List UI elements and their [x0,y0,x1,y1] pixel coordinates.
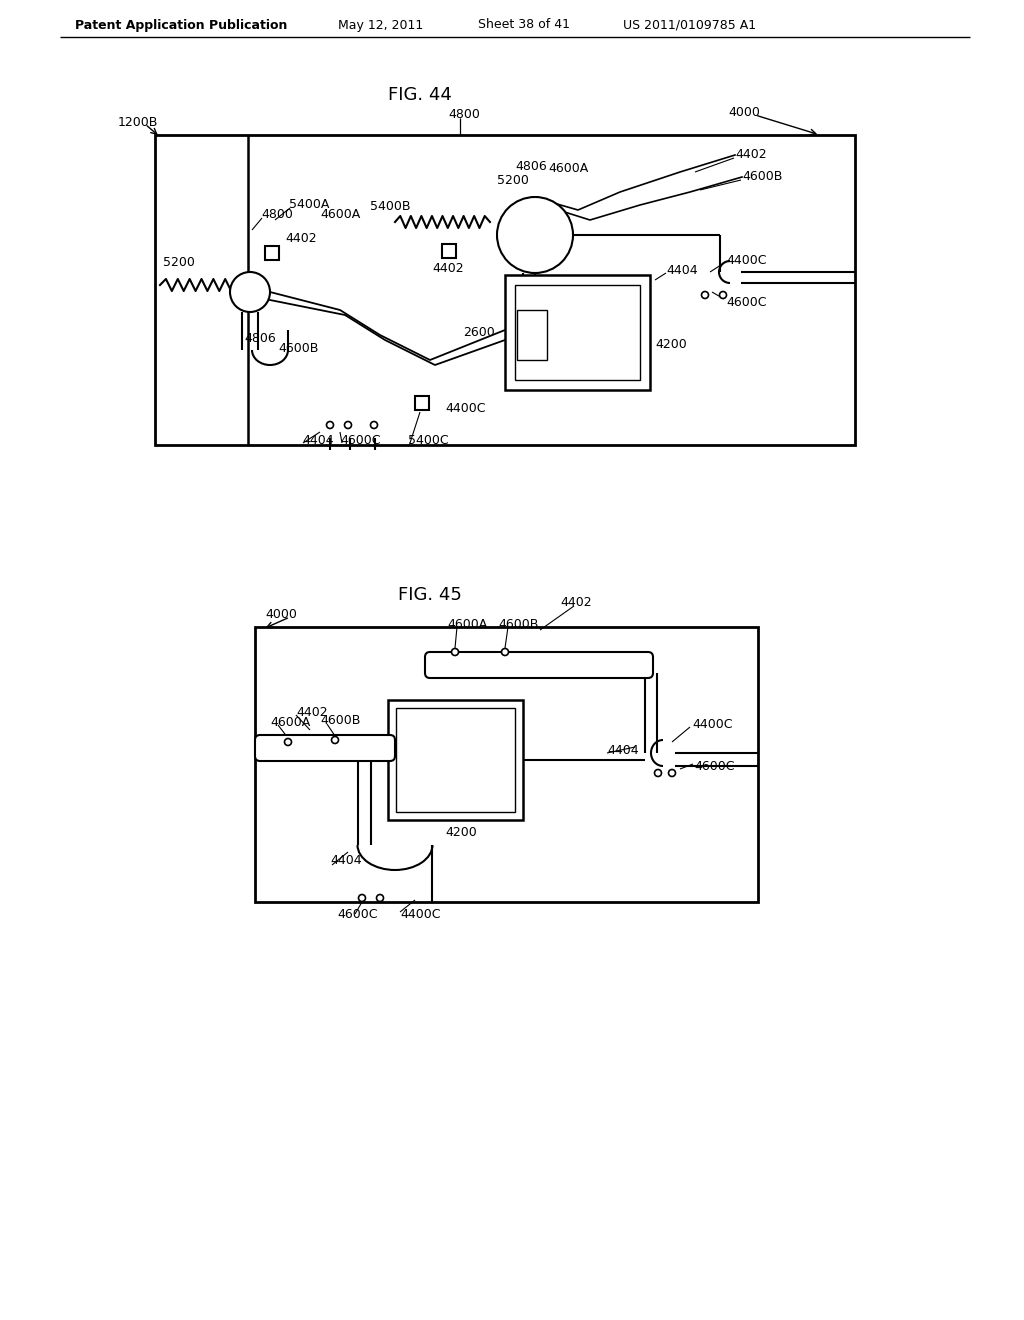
Text: 4600C: 4600C [340,433,381,446]
Text: 5400A: 5400A [289,198,330,211]
Text: 4404: 4404 [666,264,697,276]
Text: 4600B: 4600B [278,342,318,355]
Text: 4800: 4800 [261,209,293,222]
Circle shape [332,737,339,743]
Bar [255,627,758,902]
Text: 4800: 4800 [449,108,480,121]
Text: 4600B: 4600B [319,714,360,727]
Text: 4600A: 4600A [548,161,588,174]
Text: 4400C: 4400C [400,908,440,921]
Bar [388,700,523,820]
Text: 4402: 4402 [296,705,328,718]
Text: 4404: 4404 [302,433,334,446]
Bar [517,310,547,360]
Text: 4600A: 4600A [270,715,310,729]
Text: 2600: 2600 [463,326,495,338]
Bar [155,135,855,445]
Circle shape [285,738,292,746]
Text: 4600A: 4600A [447,618,487,631]
Circle shape [377,895,384,902]
Text: 4600C: 4600C [337,908,378,921]
Text: 4402: 4402 [285,231,316,244]
Text: 4806: 4806 [244,333,275,346]
Circle shape [452,648,459,656]
Circle shape [344,421,351,429]
Bar [415,396,429,411]
Bar [515,285,640,380]
Bar [442,244,456,257]
Text: 4402: 4402 [735,149,767,161]
Circle shape [230,272,270,312]
Text: 4200: 4200 [655,338,687,351]
Circle shape [654,770,662,776]
FancyBboxPatch shape [255,735,395,762]
Circle shape [701,292,709,298]
Text: 4402: 4402 [560,597,592,610]
Text: 4200: 4200 [445,825,477,838]
Text: FIG. 44: FIG. 44 [388,86,452,104]
Text: Sheet 38 of 41: Sheet 38 of 41 [478,18,570,32]
Text: 4400C: 4400C [692,718,732,730]
Circle shape [371,421,378,429]
Text: Patent Application Publication: Patent Application Publication [75,18,288,32]
Circle shape [358,895,366,902]
Text: 4000: 4000 [728,107,760,120]
Text: 4400C: 4400C [726,253,767,267]
Circle shape [720,292,726,298]
Circle shape [502,648,509,656]
Text: 4600C: 4600C [694,760,734,774]
Text: May 12, 2011: May 12, 2011 [338,18,423,32]
Text: US 2011/0109785 A1: US 2011/0109785 A1 [623,18,756,32]
Circle shape [669,770,676,776]
Text: 4404: 4404 [607,743,639,756]
Text: FIG. 45: FIG. 45 [398,586,462,605]
Bar [505,275,650,389]
Text: 5200: 5200 [163,256,195,268]
Circle shape [327,421,334,429]
Text: 5400B: 5400B [370,201,411,214]
Text: 4600C: 4600C [726,296,767,309]
FancyBboxPatch shape [425,652,653,678]
Text: 4600A: 4600A [319,209,360,222]
Text: 1200B: 1200B [118,116,159,128]
Text: 4402: 4402 [432,261,464,275]
Text: 5400C: 5400C [408,433,449,446]
Text: 4600B: 4600B [742,170,782,183]
Text: 4400C: 4400C [445,401,485,414]
Text: 4404: 4404 [330,854,361,867]
Text: 4000: 4000 [265,607,297,620]
Bar [265,246,279,260]
Text: 4806: 4806 [515,161,547,173]
Circle shape [497,197,573,273]
Text: 4600B: 4600B [498,618,539,631]
Bar [396,708,515,812]
Text: 5200: 5200 [497,173,528,186]
